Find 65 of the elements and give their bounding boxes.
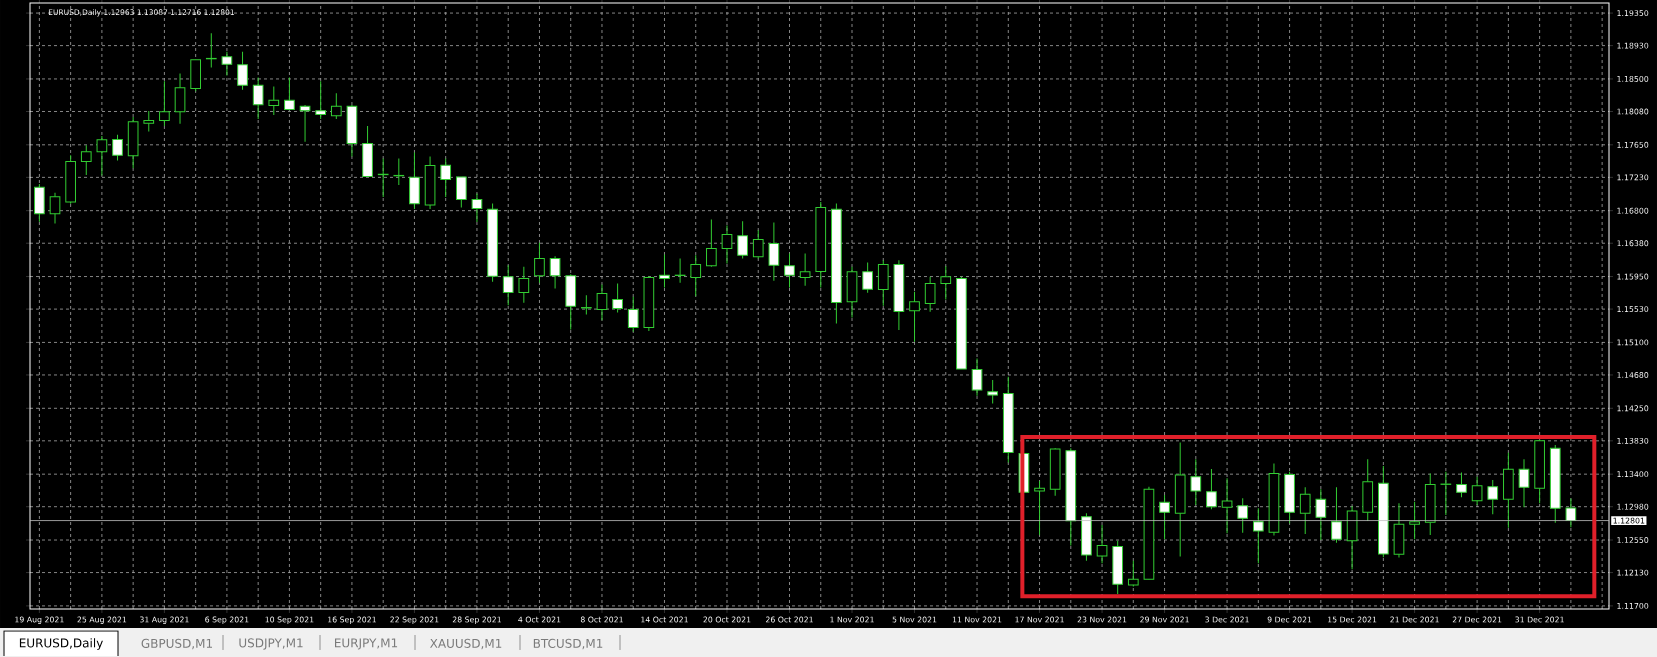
text: EURJPY,M1 <box>335 638 398 650</box>
candlestick <box>627 296 639 333</box>
candlestick <box>1127 560 1139 588</box>
candlestick <box>112 134 123 161</box>
candlestick <box>1206 468 1217 510</box>
candlestick <box>971 357 983 397</box>
candlestick <box>284 76 295 111</box>
candlestick <box>502 264 514 306</box>
candlestick <box>471 193 483 223</box>
candlestick <box>455 176 467 209</box>
candlestick <box>1440 471 1452 516</box>
candlestick <box>1331 486 1342 544</box>
candlestick <box>315 80 327 120</box>
candlestick <box>784 253 795 288</box>
text: XAUUSD,M1 <box>430 638 502 650</box>
candlestick <box>1159 494 1170 540</box>
candlestick <box>987 379 999 404</box>
candlestick <box>706 219 717 268</box>
candlestick <box>159 80 170 127</box>
candlestick <box>596 284 608 321</box>
candlestick <box>659 254 670 288</box>
candlestick <box>690 254 702 297</box>
candlestick <box>1456 471 1467 498</box>
candlestick <box>237 51 248 91</box>
candlestick <box>862 262 873 294</box>
candlestick <box>909 291 920 343</box>
text: EURUSD,Daily <box>19 638 103 650</box>
candlestick <box>1221 477 1233 534</box>
candlestick <box>96 135 108 176</box>
candlestick <box>440 158 452 198</box>
candlestick <box>1471 476 1483 506</box>
candlestick <box>221 51 233 76</box>
candlestick <box>252 76 264 120</box>
candlestick <box>268 86 280 116</box>
candlestick <box>1487 479 1499 515</box>
text: USDJPY,M1 <box>239 638 303 650</box>
text: BTCUSD,M1 <box>533 638 603 650</box>
candlestick <box>612 283 623 314</box>
candlestick <box>1315 488 1327 541</box>
candlestick <box>924 276 936 313</box>
candlestick <box>1237 497 1249 534</box>
candlestick <box>1299 486 1311 535</box>
candlestick <box>549 255 561 289</box>
text: GBPUSD,M1 <box>141 638 213 650</box>
candlestick <box>1034 480 1045 536</box>
candlestick <box>799 253 811 287</box>
candlestick <box>1190 458 1202 506</box>
candlestick <box>1409 501 1420 540</box>
candlestick <box>1252 507 1264 564</box>
candlestick <box>299 104 311 143</box>
candlestick <box>1518 458 1530 508</box>
candlestick <box>752 229 764 259</box>
candlestick <box>330 92 342 120</box>
candlestick <box>518 266 530 304</box>
candlestick <box>80 144 92 176</box>
candlestick <box>737 220 748 259</box>
candlestick <box>1565 497 1577 528</box>
candlestick <box>534 242 545 284</box>
candlestick <box>1096 524 1108 564</box>
candlestick <box>49 192 61 225</box>
candlestick <box>581 294 592 315</box>
candlestick <box>721 225 733 265</box>
candlestick <box>940 265 952 300</box>
candlestick <box>143 110 155 133</box>
candlestick <box>768 222 780 282</box>
